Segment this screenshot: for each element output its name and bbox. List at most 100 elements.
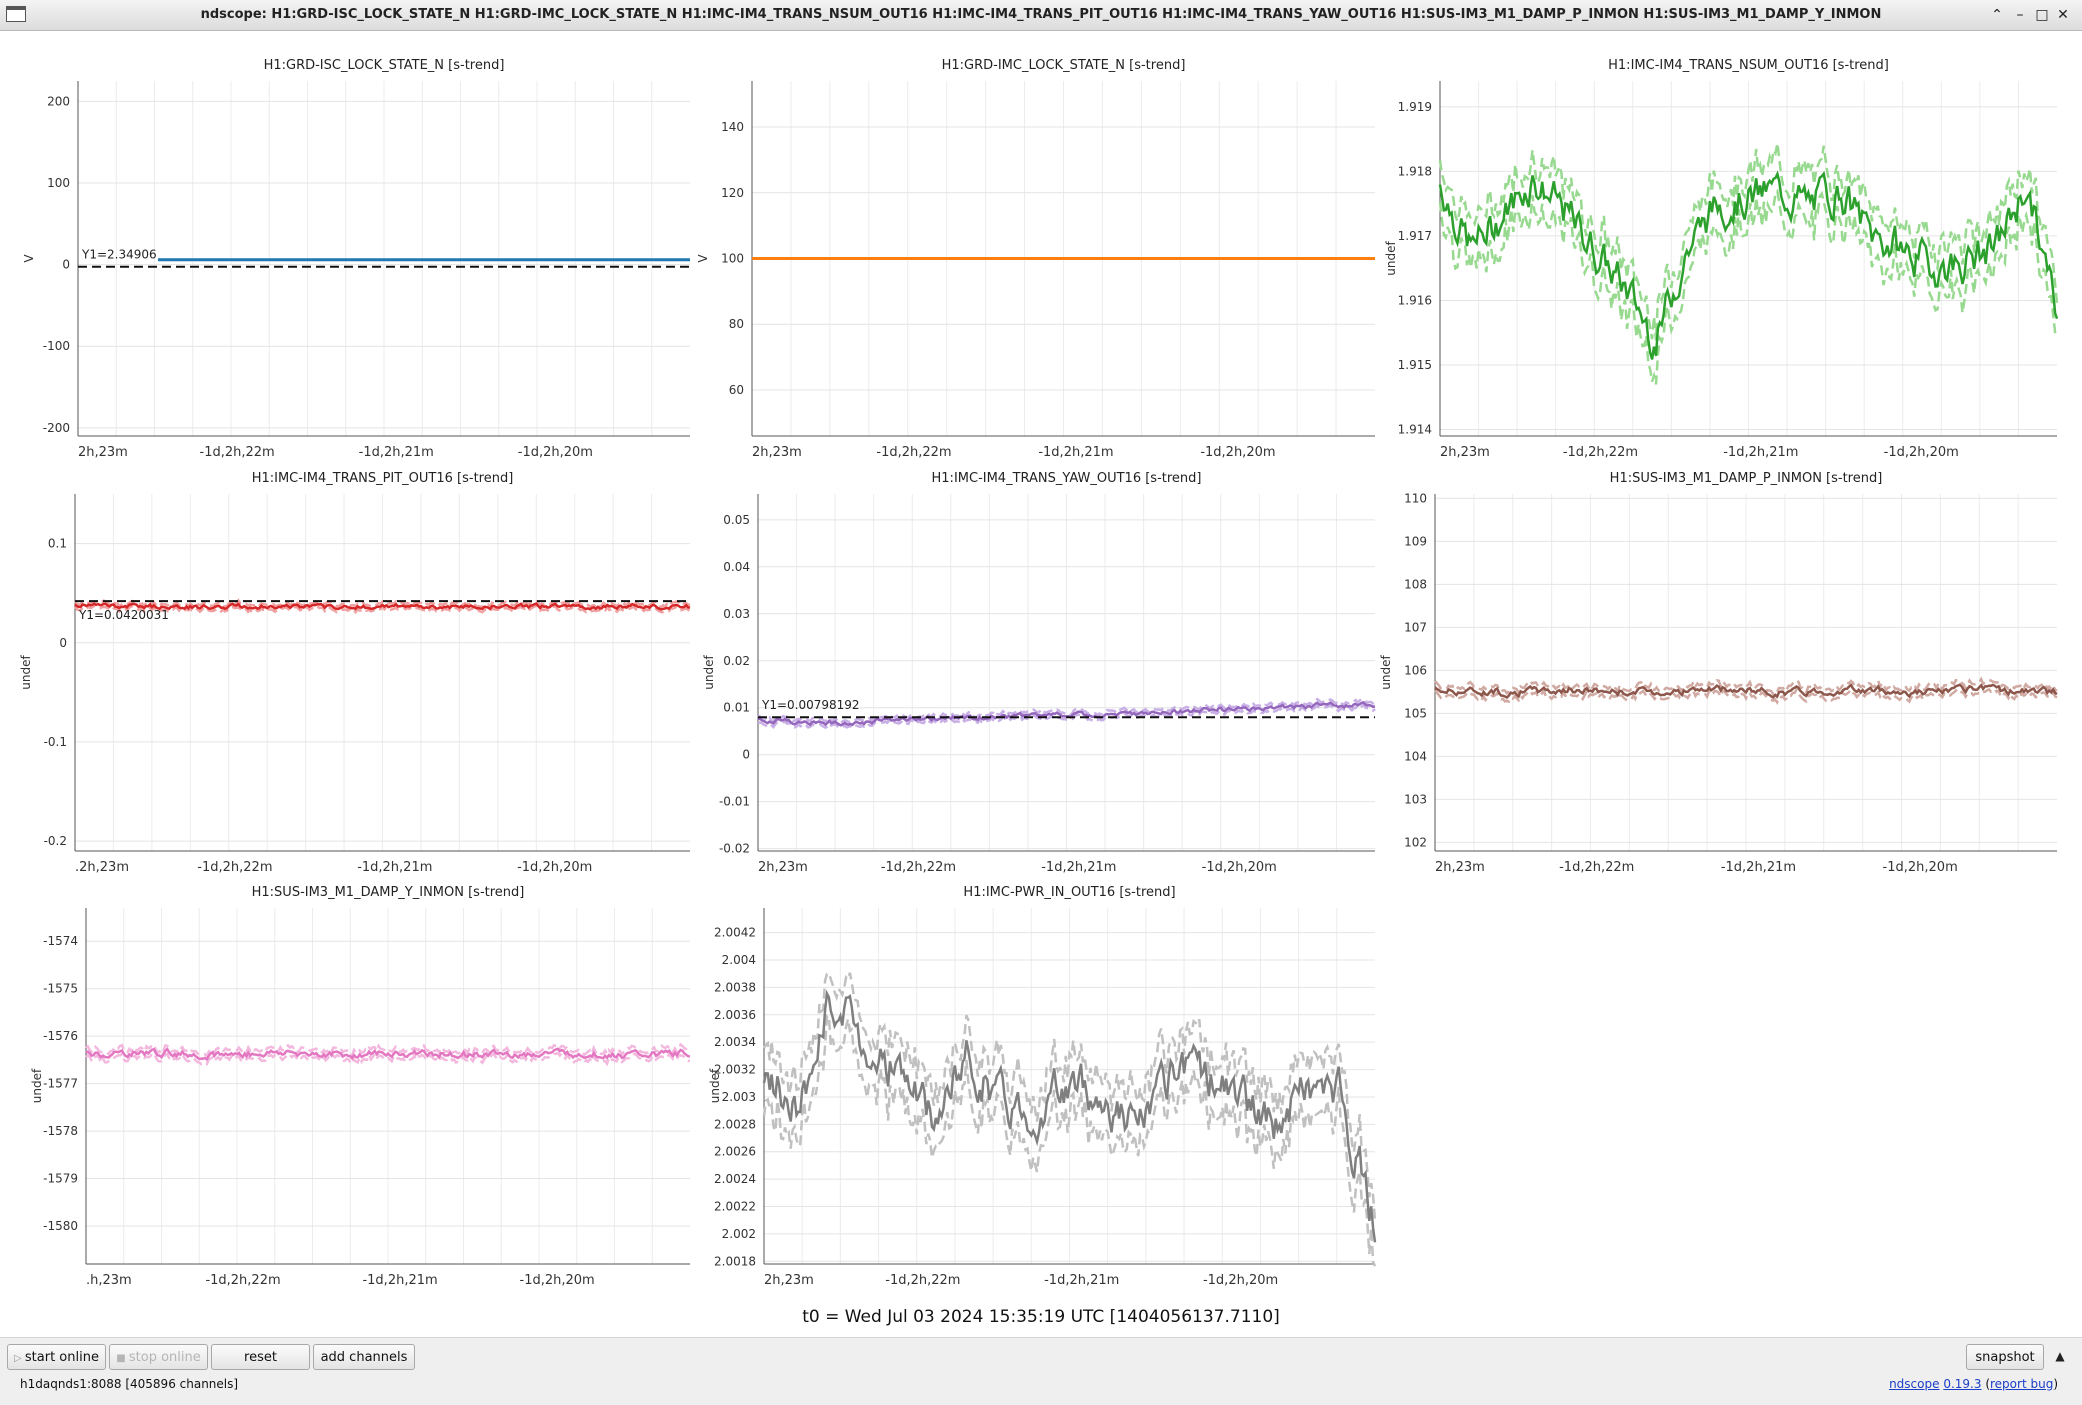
series-max-band — [85, 1042, 691, 1059]
x-tick-label: -1d,2h,20m — [518, 445, 593, 460]
y-tick-label: -1580 — [43, 1219, 78, 1233]
plot-panel[interactable]: H1:IMC-IM4_TRANS_NSUM_OUT16 [s-trend] 1.9… — [1384, 58, 2059, 460]
status-bar: h1daqnds1:8088 [405896 channels] ndscope… — [0, 1374, 2082, 1405]
y-tick-label: 2.0036 — [714, 1008, 756, 1022]
plot-panel[interactable]: H1:GRD-ISC_LOCK_STATE_N [s-trend] 200 100 0… — [22, 58, 690, 460]
y-tick-label: -1579 — [43, 1172, 78, 1186]
maximize-button[interactable]: □ — [2035, 7, 2049, 23]
y-tick-label: 100 — [47, 176, 70, 190]
plot-panel[interactable]: H1:IMC-IM4_TRANS_PIT_OUT16 [s-trend] 0.1 0… — [19, 471, 691, 875]
x-tick-label: -1d,2h,20m — [1884, 445, 1959, 460]
x-tick-label: -1d,2h,21m — [1041, 860, 1116, 875]
y-tick-label: 2.002 — [722, 1227, 756, 1241]
y-cursor-label: Y1=0.00798192 — [761, 698, 860, 712]
y-tick-label: 2.0024 — [714, 1172, 756, 1186]
x-tick-label: -1d,2h,20m — [1883, 860, 1958, 875]
version-link[interactable]: 0.19.3 — [1943, 1377, 1982, 1391]
y-tick-label: 140 — [721, 120, 744, 134]
x-tick-label: -1d,2h,21m — [1723, 445, 1798, 460]
series-max-band — [73, 598, 691, 610]
plot-title: H1:IMC-IM4_TRANS_YAW_OUT16 [s-trend] — [932, 471, 1202, 486]
y-axis-label: undef — [1384, 241, 1398, 276]
plot-title: H1:GRD-IMC_LOCK_STATE_N [s-trend] — [942, 58, 1186, 73]
plot-panel[interactable]: H1:SUS-IM3_M1_DAMP_Y_INMON [s-trend] -157… — [30, 885, 691, 1288]
collapse-icon[interactable]: ▲ — [2055, 1349, 2065, 1363]
series-mean-line — [762, 989, 1377, 1243]
y-cursor-label: Y1=2.34906 — [81, 248, 157, 262]
report-bug-link[interactable]: report bug — [1990, 1377, 2054, 1391]
series-max-band — [757, 697, 1376, 725]
shade-button[interactable]: ⌃ — [1991, 7, 2003, 23]
y-tick-label: 2.0042 — [714, 926, 756, 940]
y-tick-label: 100 — [721, 252, 744, 266]
x-tick-label: -1d,2h,21m — [1044, 1273, 1119, 1288]
y-tick-label: 120 — [721, 186, 744, 200]
y-tick-label: 104 — [1404, 749, 1427, 763]
stop-icon: ■ — [116, 1353, 129, 1364]
snapshot-button[interactable]: snapshot — [1966, 1344, 2044, 1370]
reset-button[interactable]: reset — [211, 1344, 310, 1370]
y-tick-label: -0.2 — [44, 834, 67, 848]
ndscope-link[interactable]: ndscope — [1889, 1377, 1940, 1391]
x-tick-label: -1d,2h,22m — [881, 860, 956, 875]
y-tick-label: 2.003 — [722, 1090, 756, 1104]
x-tick-label: -1d,2h,21m — [357, 860, 432, 875]
y-tick-label: 1.919 — [1398, 100, 1432, 114]
y-tick-label: 2.0022 — [714, 1199, 756, 1213]
y-tick-label: 107 — [1404, 620, 1427, 634]
x-tick-label: -1d,2h,22m — [200, 445, 275, 460]
series-min-band — [1438, 188, 2059, 385]
window-icon[interactable] — [6, 6, 26, 22]
series-min-band — [757, 702, 1376, 730]
add-channels-button[interactable]: add channels — [313, 1344, 415, 1370]
y-cursor-label: Y1=0.0420031 — [78, 608, 169, 622]
y-tick-label: 0.02 — [723, 654, 750, 668]
close-button[interactable]: ✕ — [2057, 7, 2069, 23]
window-titlebar: ndscope: H1:GRD-ISC_LOCK_STATE_N H1:GRD-… — [0, 0, 2082, 31]
y-tick-label: 103 — [1404, 792, 1427, 806]
plot-panel[interactable]: H1:SUS-IM3_M1_DAMP_P_INMON [s-trend] 110 1… — [1379, 471, 2058, 875]
start-online-button[interactable]: ▷ start online — [7, 1344, 106, 1370]
x-tick-label: -1d,2h,21m — [359, 445, 434, 460]
y-tick-label: -1577 — [43, 1077, 78, 1091]
x-tick-label: 2h,23m — [758, 860, 808, 875]
x-tick-label: -1d,2h,20m — [1202, 860, 1277, 875]
x-tick-label: -1d,2h,22m — [876, 445, 951, 460]
x-tick-label: .h,23m — [86, 1273, 132, 1288]
server-status: h1daqnds1:8088 [405896 channels] — [20, 1377, 239, 1391]
y-tick-label: 0 — [62, 258, 70, 272]
stop-online-button[interactable]: ■ stop online — [109, 1344, 208, 1370]
plot-panel[interactable]: H1:GRD-IMC_LOCK_STATE_N [s-trend] 140 120 1… — [696, 58, 1375, 460]
y-tick-label: 110 — [1404, 491, 1427, 505]
x-tick-label: -1d,2h,22m — [885, 1273, 960, 1288]
y-tick-label: 0.03 — [723, 607, 750, 621]
series-min-band — [762, 1013, 1377, 1267]
x-tick-label: -1d,2h,22m — [205, 1273, 280, 1288]
y-axis-label: undef — [708, 1068, 722, 1103]
y-tick-label: 2.0028 — [714, 1117, 756, 1131]
y-axis-label: undef — [19, 655, 33, 690]
y-tick-label: -1576 — [43, 1029, 78, 1043]
plot-grid: H1:GRD-ISC_LOCK_STATE_N [s-trend] 200 100 0… — [19, 58, 2059, 1288]
y-tick-label: 0 — [59, 636, 67, 650]
y-tick-label: -200 — [43, 421, 70, 435]
x-tick-label: 2h,23m — [1440, 445, 1490, 460]
plot-title: H1:SUS-IM3_M1_DAMP_P_INMON [s-trend] — [1610, 471, 1883, 486]
x-tick-label: -1d,2h,22m — [1563, 445, 1638, 460]
plot-panel[interactable]: H1:IMC-PWR_IN_OUT16 [s-trend] 2.0042 2.004… — [708, 885, 1377, 1288]
series-max-band — [1434, 676, 2058, 697]
y-tick-label: 1.917 — [1398, 229, 1432, 243]
y-tick-label: 60 — [729, 383, 744, 397]
t0-readout: t0 = Wed Jul 03 2024 15:35:19 UTC [14040… — [802, 1307, 1280, 1327]
y-tick-label: 0.04 — [723, 560, 750, 574]
window-title: ndscope: H1:GRD-ISC_LOCK_STATE_N H1:GRD-… — [200, 7, 1882, 22]
plot-panel[interactable]: H1:IMC-IM4_TRANS_YAW_OUT16 [s-trend] 0.05… — [702, 471, 1376, 875]
x-tick-label: 2h,23m — [752, 445, 802, 460]
x-tick-label: -1d,2h,21m — [362, 1273, 437, 1288]
y-tick-label: 106 — [1404, 663, 1427, 677]
y-tick-label: 1.918 — [1398, 164, 1432, 178]
x-tick-label: -1d,2h,20m — [1203, 1273, 1278, 1288]
plot-title: H1:IMC-IM4_TRANS_NSUM_OUT16 [s-trend] — [1608, 58, 1889, 73]
y-tick-label: -100 — [43, 339, 70, 353]
minimize-button[interactable]: – — [2016, 7, 2024, 23]
